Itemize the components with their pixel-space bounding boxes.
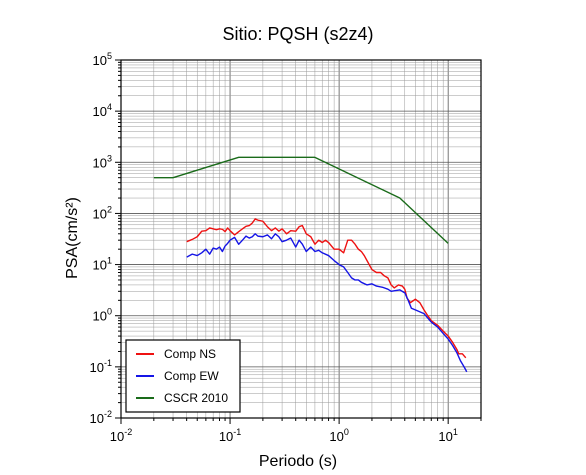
series-line-2 <box>153 156 449 244</box>
grid <box>120 59 482 419</box>
x-tick-label: 100 <box>329 427 348 444</box>
legend-label-1: Comp EW <box>164 369 219 383</box>
plot-frame <box>120 59 482 419</box>
x-tick-label: 10-1 <box>219 427 241 444</box>
series-layer <box>153 156 468 373</box>
legend: Comp NS Comp EW CSCR 2010 <box>125 339 241 413</box>
y-tick-label: 101 <box>93 256 112 273</box>
y-tick-label: 100 <box>93 307 112 324</box>
y-tick-label: 105 <box>93 51 112 68</box>
y-tick-label: 102 <box>93 204 112 221</box>
legend-label-0: Comp NS <box>164 347 216 361</box>
y-axis-label: PSA(cm/s²) <box>64 197 81 279</box>
series-line-0 <box>186 218 467 359</box>
x-tick-label: 10-2 <box>110 427 132 444</box>
legend-label-2: CSCR 2010 <box>164 391 228 405</box>
x-axis-label: Periodo (s) <box>259 453 337 470</box>
chart-title: Sitio: PQSH (s2z4) <box>222 24 373 44</box>
y-tick-label: 10-1 <box>90 358 112 375</box>
x-tick-label: 101 <box>438 427 457 444</box>
series-line-1 <box>186 233 468 373</box>
y-tick-label: 10-2 <box>90 409 112 426</box>
ticks: 10-2 10-1 100 101 10-2 10-1 100 101 102 103 104 105 <box>90 51 482 444</box>
y-tick-label: 103 <box>93 153 112 170</box>
y-tick-label: 104 <box>93 102 112 119</box>
